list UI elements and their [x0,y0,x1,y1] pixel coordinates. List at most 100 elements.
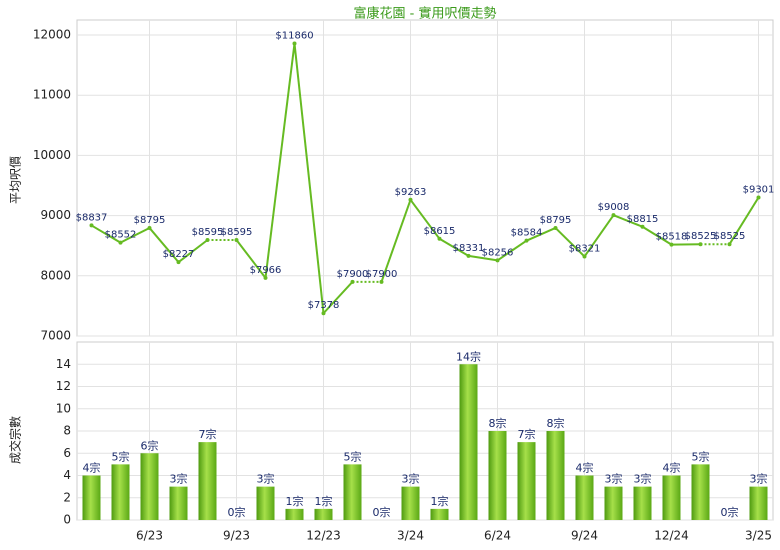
value-label: $8795 [134,215,166,226]
value-label: $8584 [511,228,543,239]
chart-title: 富康花園 - 實用呎價走勢 [354,6,497,22]
line-segment [728,196,760,245]
value-label: 14宗 [456,349,481,363]
x-tick-label: 3/24 [397,529,424,543]
value-label: 7宗 [199,427,217,441]
point [234,237,239,242]
value-label: 4宗 [576,461,594,475]
point [89,223,94,228]
value-label: $8595 [192,227,224,238]
value-label: 3宗 [402,472,420,486]
bar [140,453,159,520]
value-label: $8227 [163,249,195,260]
value-label: 8宗 [547,416,565,430]
value-label: $8518 [656,232,688,243]
value-label: $9263 [395,187,427,198]
point [205,237,210,242]
value-label: 1宗 [431,494,449,508]
x-tick-label: 6/23 [136,529,163,543]
value-label: $8815 [627,214,659,225]
point [147,225,152,230]
plot-area [76,19,774,337]
bar [575,475,594,520]
value-label: 1宗 [315,494,333,508]
line-segment [554,227,586,258]
line-segment [496,239,528,262]
y-tick-label: 8000 [40,268,71,282]
value-label: 0宗 [721,505,739,519]
point [176,260,181,265]
y-axis-label: 成交宗數 [8,416,23,464]
value-label: 6宗 [141,438,159,452]
point [582,254,587,259]
bar [691,464,710,520]
value-label: 3宗 [170,472,188,486]
value-label: 3宗 [605,472,623,486]
point [292,41,297,46]
y-tick-label: 4 [63,468,71,482]
x-tick-label: 3/25 [745,529,772,543]
y-tick-label: 10000 [33,148,71,162]
point [118,240,123,245]
value-label: $9301 [743,185,775,196]
point [611,213,616,218]
line-segment [90,224,122,244]
y-tick-label: 11000 [33,88,71,102]
bar [604,486,623,520]
x-tick-label: 12/23 [306,529,341,543]
value-label: $11860 [275,30,313,41]
line-segment [177,239,209,263]
bar [488,431,507,520]
y-axis-label: 平均呎價 [9,156,23,204]
bar [546,431,565,520]
x-tick-label: 12/24 [654,529,689,543]
point [350,279,355,284]
value-label: 3宗 [750,472,768,486]
line-segment [438,237,470,257]
line-segment [148,227,180,263]
point [727,242,732,247]
line-segment [322,281,354,314]
line-segment [120,227,150,244]
line-segment [409,199,441,240]
value-label: $8321 [569,243,601,254]
point [379,279,384,284]
y-tick-label: 2 [63,490,71,504]
bar [169,486,188,520]
value-label: 0宗 [228,505,246,519]
bar [285,508,304,520]
line-segment [468,254,498,262]
value-label: $8837 [76,212,108,223]
y-tick-label: 12 [56,379,71,393]
line-segment [293,43,325,314]
point [698,242,703,247]
point [263,275,268,280]
point [553,225,558,230]
value-label: 4宗 [663,461,681,475]
value-label: 0宗 [373,505,391,519]
y-tick-label: 6 [63,446,71,460]
value-label: $9008 [598,202,630,213]
bar [459,364,478,520]
bar [633,486,652,520]
value-label: $8615 [424,226,456,237]
bar [401,486,420,520]
value-label: $8331 [453,243,485,254]
y-tick-label: 8 [63,424,71,438]
bar [82,475,101,520]
point [669,242,674,247]
line-segment [526,227,556,242]
point [321,311,326,316]
value-label: $8525 [685,231,717,242]
value-label: $8552 [105,230,137,241]
point [495,258,500,263]
x-tick-label: 9/24 [571,529,598,543]
y-tick-label: 14 [56,357,71,371]
value-label: $7378 [308,300,340,311]
value-label: 5宗 [692,449,710,463]
point [640,224,645,229]
bar [314,508,333,520]
y-tick-label: 12000 [33,28,71,42]
point [524,238,529,243]
